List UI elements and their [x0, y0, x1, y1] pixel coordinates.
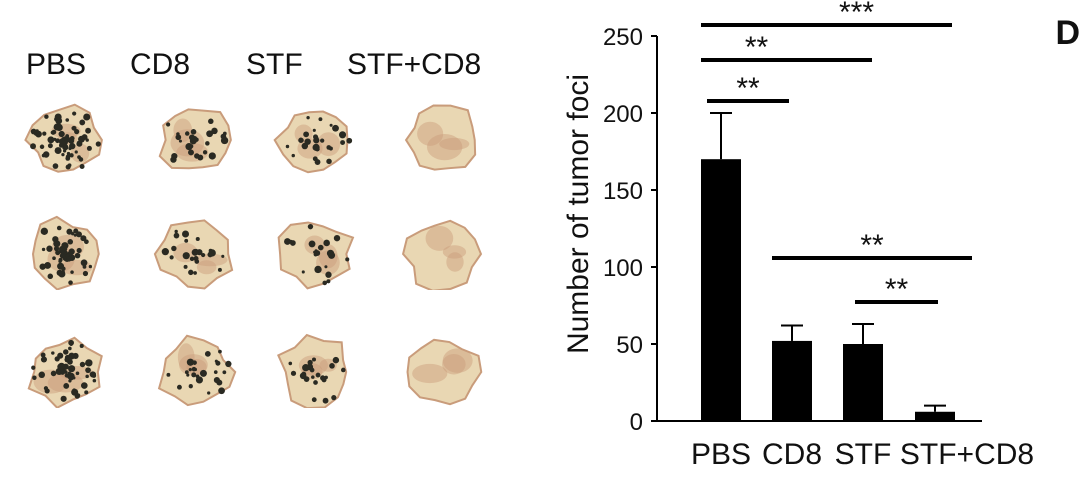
x-tick-label: PBS: [691, 438, 751, 471]
lung-tissue-photo: [406, 338, 483, 406]
tumor-photo-panel: PBS CD8 STF STF+CD8: [24, 48, 483, 408]
tumor-foci-chart: Number of tumor foci 0 50 100 150 200 250 PBS C…: [540, 0, 1080, 484]
x-tick-label: STF: [835, 438, 892, 471]
lung-tissue-photo: [157, 334, 237, 407]
significance-label: **: [885, 273, 909, 306]
y-tick-label: 250: [603, 24, 643, 51]
lung-tissue-photo: [273, 110, 353, 174]
bar: [843, 344, 883, 421]
bar: [915, 411, 955, 421]
x-tick-label: CD8: [762, 438, 822, 471]
y-tick-label: 0: [630, 409, 643, 436]
lung-tissue-photo: [404, 104, 477, 171]
lung-tissue-photo: [24, 103, 103, 173]
lung-tissue-photo: [277, 221, 355, 290]
significance-label: **: [745, 31, 769, 64]
photo-label-stf: STF: [246, 48, 303, 81]
lung-tissue-photo: [401, 219, 483, 290]
bar: [772, 340, 812, 421]
panel-letter: D: [1055, 14, 1080, 52]
significance-label: **: [736, 72, 760, 105]
photo-label-pbs: PBS: [26, 48, 87, 81]
x-tick-label: STF+CD8: [900, 438, 1034, 471]
lung-tissue-photo: [31, 215, 100, 290]
lung-tissue-photo: [153, 219, 234, 290]
photo-label-cd8: CD8: [130, 48, 191, 81]
y-tick-label: 150: [603, 178, 643, 205]
bar: [701, 159, 741, 421]
y-tick-label: 50: [616, 332, 643, 359]
lung-tissue-photo: [277, 333, 348, 408]
y-tick-label: 100: [603, 255, 643, 282]
photo-label-stf-cd8: STF+CD8: [347, 48, 482, 81]
bar-chart-svg: Number of tumor foci 0 50 100 150 200 250 PBS C…: [562, 0, 1034, 471]
y-tick-label: 200: [603, 101, 643, 128]
lung-tissue-photo: [27, 336, 103, 408]
lung-tissue-photo: [158, 108, 232, 170]
y-axis-label: Number of tumor foci: [562, 74, 595, 354]
significance-label: ***: [839, 0, 874, 29]
significance-label: **: [860, 229, 884, 262]
